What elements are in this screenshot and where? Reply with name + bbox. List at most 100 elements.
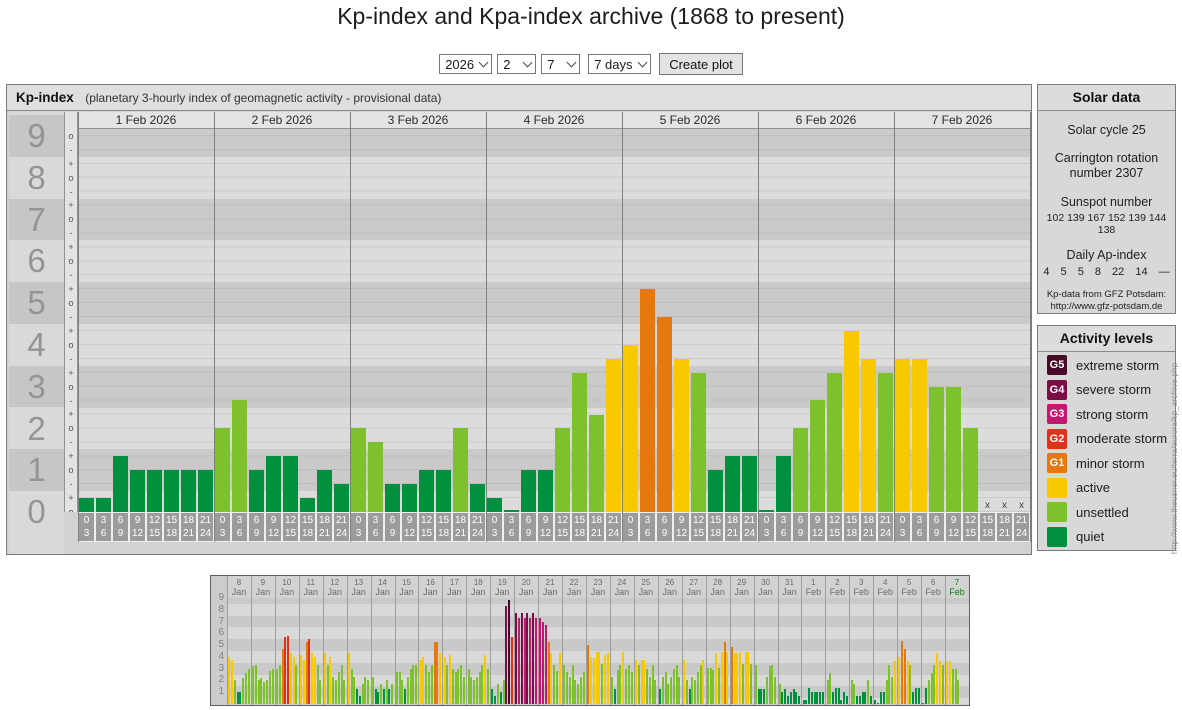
- range-select[interactable]: 7 days: [588, 54, 652, 74]
- kp-y-tick-label: 3: [27, 367, 46, 405]
- day-separator: [350, 112, 351, 542]
- kp-subtick-o: o: [68, 298, 74, 308]
- overview-kp-bar: [675, 665, 678, 704]
- overview-kp-bar: [316, 665, 319, 704]
- overview-kp-bar: [371, 676, 374, 704]
- overview-kp-bar: [616, 669, 619, 704]
- kp-subtick-o: o: [68, 130, 74, 141]
- overview-kp-bar: [302, 660, 305, 704]
- overview-kp-bar: [874, 700, 877, 704]
- overview-day-label: 15 Jan: [399, 578, 414, 597]
- overview-kp-bar: [502, 680, 505, 704]
- overview-kp-bar: [739, 652, 742, 704]
- kp-subtick-o: o: [68, 507, 74, 512]
- overview-kp-bar: [664, 672, 667, 704]
- kp-subtick-o: o: [68, 381, 74, 392]
- kp-bar: [317, 470, 332, 512]
- kp-hour-tick: 9 12: [538, 513, 553, 541]
- overview-kp-bar: [672, 668, 675, 704]
- overview-kp-bar: [239, 692, 242, 704]
- overview-kp-bar: [265, 680, 268, 704]
- overview-day-label: 22 Jan: [566, 578, 582, 597]
- chevron-down-icon: [522, 57, 533, 68]
- day-select[interactable]: 7: [541, 54, 581, 74]
- overview-kp-bar: [720, 652, 723, 704]
- kp-bar: [623, 344, 638, 512]
- overview-kp-bar: [409, 668, 412, 704]
- day-separator: [214, 112, 215, 542]
- year-select-value: 2026: [445, 56, 475, 72]
- overview-kp-bar: [922, 702, 925, 704]
- overview-kp-bar: [906, 660, 909, 704]
- overview-kp-bar: [879, 692, 882, 704]
- kp-y-band: [9, 282, 64, 324]
- overview-kp-bar: [651, 665, 654, 704]
- overview-kp-bar: [733, 653, 736, 704]
- overview-kp-bar: [311, 653, 314, 704]
- overview-day-label: 9 Jan: [255, 578, 271, 597]
- kp-bar: [436, 470, 451, 512]
- page-title: Kp-index and Kpa-index archive (1868 to …: [337, 3, 845, 29]
- daily-ap-title: Daily Ap-index: [1066, 248, 1147, 262]
- kp-date-label: 6 Feb 2026: [795, 113, 857, 127]
- kp-index-subtitle: (planetary 3-hourly index of geomagnetic…: [85, 91, 442, 105]
- overview-kp-bar: [467, 668, 470, 704]
- overview-kp-bar: [750, 663, 753, 704]
- overview-kp-bar: [550, 653, 553, 704]
- day-separator: [78, 112, 79, 542]
- overview-kp-bar: [867, 680, 870, 704]
- year-select[interactable]: 2026: [439, 54, 493, 74]
- overview-kp-bar: [518, 618, 521, 704]
- overview-kp-bar: [936, 653, 939, 704]
- overview-kp-bar: [582, 672, 585, 704]
- kp-bar: [572, 372, 587, 512]
- gfz-link[interactable]: http://www.gfz-potsdam.de: [1050, 301, 1163, 312]
- chevron-down-icon: [478, 57, 489, 68]
- kp-bar: [283, 456, 298, 512]
- overview-kp-bar: [798, 695, 801, 704]
- overview-kp-bar: [329, 656, 332, 704]
- overview-day-label: 30 Jan: [758, 578, 773, 597]
- overview-kp-bar: [893, 660, 896, 704]
- plot-controls: 2026 2 7 7 days Create plot: [0, 53, 1182, 75]
- kp-bar: [470, 484, 485, 512]
- kp-subtick-plus: +: [68, 325, 74, 336]
- activity-level-label: severe storm: [1076, 382, 1152, 397]
- kp-date-label: 7 Feb 2026: [931, 113, 993, 127]
- overview-kp-bar: [938, 660, 941, 704]
- kp-y-band: [9, 449, 64, 492]
- kp-subtick-minus: -: [69, 479, 73, 490]
- kp-date-label: 5 Feb 2026: [659, 113, 721, 127]
- day-separator: [622, 112, 623, 542]
- overview-kp-bar: [957, 680, 960, 704]
- overview-kp-bar: [858, 696, 861, 704]
- kp-hour-tick: 12 15: [419, 513, 434, 541]
- kp-hour-tick: 9 12: [946, 513, 961, 541]
- kp-hour-tick: 12 15: [827, 513, 842, 541]
- overview-day-label: 6 Feb: [925, 578, 941, 597]
- overview-kp-bar: [300, 654, 302, 704]
- kp-bar: [453, 428, 468, 512]
- overview-kp-bar: [622, 652, 625, 704]
- overview-kp-bar: [640, 660, 643, 704]
- overview-kp-bar: [670, 676, 673, 704]
- kp-subtick-o: o: [68, 256, 74, 267]
- create-plot-button[interactable]: Create plot: [659, 53, 743, 75]
- month-select[interactable]: 2: [497, 54, 537, 74]
- overview-kp-bar: [520, 613, 523, 704]
- overview-kp-bar: [792, 688, 795, 704]
- quiet-color-chip: [1047, 526, 1067, 547]
- kp-subtick-o: o: [68, 465, 74, 476]
- overview-kp-bar: [606, 653, 609, 704]
- overview-kp-bar: [760, 688, 763, 704]
- kp-band: [78, 282, 1031, 324]
- kp-date-header: 1 Feb 2026 2 Feb 2026 3 Feb 2026 4 Feb 2026…: [78, 112, 1031, 129]
- overview-day-label: 11 Jan: [303, 578, 319, 597]
